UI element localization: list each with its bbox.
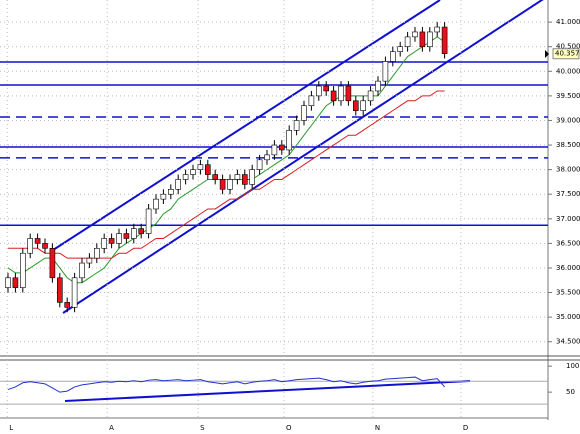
candle-body bbox=[101, 238, 107, 249]
candle-body bbox=[49, 248, 56, 279]
candle-body bbox=[315, 85, 322, 97]
candle-body bbox=[108, 238, 115, 244]
candle-body bbox=[301, 105, 307, 121]
candle-body bbox=[352, 100, 359, 111]
candle-body bbox=[131, 228, 137, 239]
y-tick-label: 35.500 bbox=[556, 289, 580, 297]
y-tick-label: 37.000 bbox=[556, 215, 580, 223]
candle-body bbox=[264, 154, 270, 161]
y-tick-label: 38.500 bbox=[556, 141, 580, 149]
x-tick-label: L bbox=[9, 424, 13, 432]
channel-upper bbox=[49, 0, 441, 253]
x-tick-label: N bbox=[375, 424, 380, 432]
candle-body bbox=[86, 257, 93, 264]
candle-body bbox=[397, 46, 404, 52]
candle-body bbox=[412, 31, 418, 38]
candle-body bbox=[5, 277, 11, 288]
candle-body bbox=[278, 144, 285, 151]
candle-body bbox=[12, 277, 19, 288]
candle-body bbox=[256, 159, 263, 170]
candle-body bbox=[205, 164, 211, 175]
y-tick-label: 39.500 bbox=[556, 92, 580, 100]
candle-body bbox=[168, 189, 174, 195]
candle-body bbox=[219, 179, 226, 190]
candle-body bbox=[375, 80, 381, 92]
candle-body bbox=[382, 61, 389, 82]
candle-body bbox=[212, 174, 218, 180]
candle-body bbox=[330, 90, 337, 102]
candle-body bbox=[360, 100, 367, 111]
candle-body bbox=[286, 129, 293, 151]
candle-body bbox=[345, 85, 352, 102]
candle-body bbox=[293, 120, 300, 131]
candle-body bbox=[367, 90, 374, 102]
indicator-line bbox=[7, 376, 445, 393]
candle-body bbox=[42, 243, 48, 249]
candle-body bbox=[323, 85, 330, 92]
y-tick-label: 34.500 bbox=[556, 338, 580, 346]
candle-body bbox=[190, 169, 196, 175]
candle-body bbox=[308, 95, 315, 107]
candle-body bbox=[160, 193, 167, 200]
y-tick-label: 40.500 bbox=[556, 43, 580, 51]
candle-body bbox=[271, 144, 278, 156]
candle-body bbox=[404, 36, 411, 48]
candle-body bbox=[434, 26, 441, 33]
y-tick-label: 36.000 bbox=[556, 264, 580, 272]
price-marker bbox=[545, 50, 549, 58]
candle-body bbox=[175, 179, 181, 190]
candle-body bbox=[27, 238, 34, 254]
moving-average bbox=[8, 90, 445, 259]
candle-body bbox=[19, 252, 26, 288]
x-tick-label: O bbox=[286, 424, 292, 432]
candle-body bbox=[234, 174, 241, 180]
candle-body bbox=[116, 233, 122, 244]
channel-lower bbox=[62, 0, 544, 314]
y-tick-label: 35.000 bbox=[556, 313, 580, 321]
candle-body bbox=[138, 228, 144, 234]
candle-body bbox=[94, 248, 100, 259]
candle-body bbox=[389, 51, 396, 62]
x-tick-label: A bbox=[109, 424, 114, 432]
candle-body bbox=[197, 164, 204, 170]
candle-body bbox=[227, 179, 233, 190]
y-tick-label: 36.500 bbox=[556, 239, 580, 247]
candle-body bbox=[64, 302, 70, 308]
x-tick-label: S bbox=[200, 424, 205, 432]
y-tick-label: 38.000 bbox=[556, 166, 580, 174]
candle-body bbox=[34, 238, 41, 244]
y-tick-label: 50 bbox=[566, 388, 575, 396]
y-tick-label: 41.000 bbox=[556, 18, 580, 26]
candle-body bbox=[123, 233, 130, 239]
candle-body bbox=[242, 174, 248, 185]
candle-body bbox=[56, 277, 63, 303]
candle-body bbox=[71, 277, 78, 308]
candle-body bbox=[426, 31, 433, 48]
candle-body bbox=[249, 169, 255, 185]
price-label-box bbox=[552, 48, 580, 60]
candle-body bbox=[182, 174, 189, 180]
candle-body bbox=[419, 31, 426, 48]
candle-body bbox=[153, 198, 159, 210]
candle-body bbox=[441, 26, 448, 55]
price-label: 40.357 bbox=[555, 50, 580, 58]
x-tick-label: D bbox=[463, 424, 468, 432]
candle-body bbox=[338, 85, 344, 102]
y-tick-label: 100 bbox=[566, 362, 579, 370]
y-tick-label: 37.500 bbox=[556, 190, 580, 198]
indicator-trendline bbox=[64, 380, 471, 402]
y-tick-label: 39.000 bbox=[556, 116, 580, 124]
candle-body bbox=[145, 208, 152, 234]
candle-body bbox=[79, 262, 85, 279]
y-tick-label: 40.000 bbox=[556, 67, 580, 75]
